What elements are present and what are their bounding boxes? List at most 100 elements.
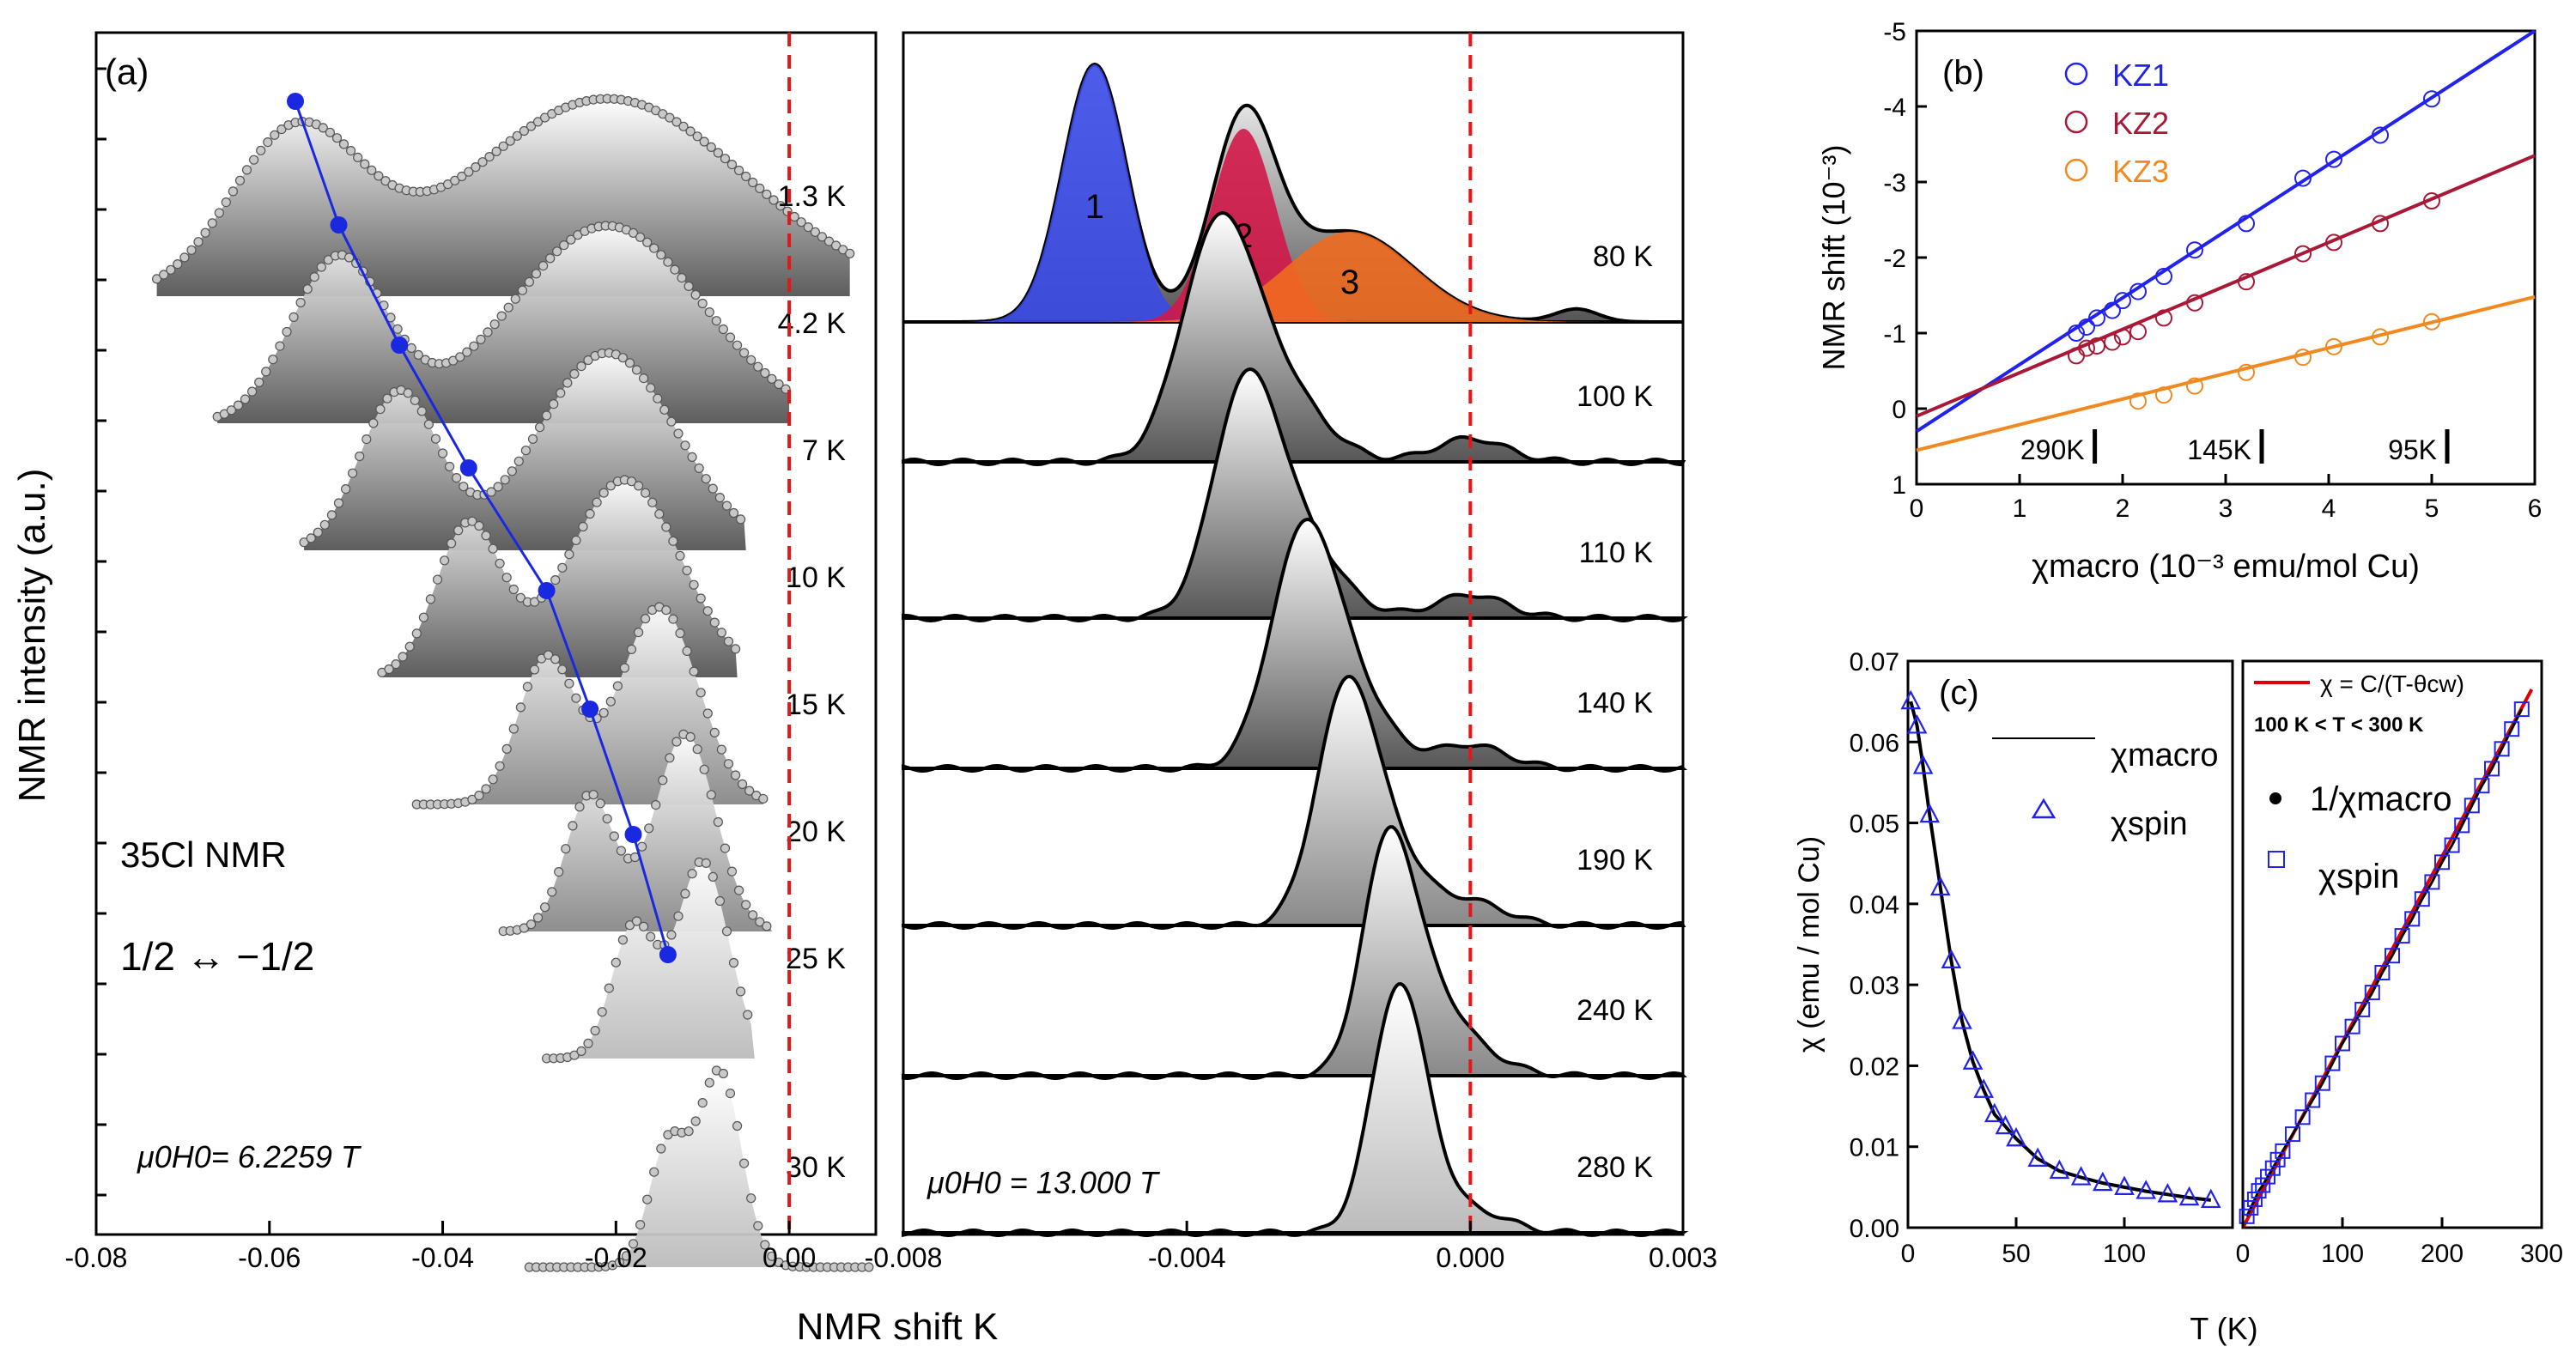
spectrum-point (621, 1251, 632, 1261)
spectrum-point (709, 617, 720, 628)
spectrum-point (493, 482, 503, 492)
y-tick-label: -2 (1883, 245, 1906, 273)
spectrum-point (564, 549, 574, 560)
spectrum-point (380, 176, 391, 186)
spectrum-point (682, 565, 692, 576)
spectrum-point (708, 483, 718, 494)
legend-label: KZ1 (2112, 58, 2169, 93)
spectrum-point (517, 285, 528, 295)
spectrum-point (432, 574, 443, 585)
temperature-label: 240 K (1577, 994, 1653, 1027)
chi-spin-square (2324, 1055, 2341, 1071)
data-point (2088, 309, 2105, 327)
spectrum-point (166, 264, 176, 275)
spectrum-point (568, 821, 578, 831)
x-tick-label: 0 (2236, 1240, 2251, 1268)
chi-spin-point (1995, 1114, 2016, 1135)
spectrum-point (233, 400, 244, 410)
spectrum-point (507, 466, 517, 476)
chi-spin-square (2335, 1035, 2350, 1052)
spectrum-point (746, 1193, 756, 1204)
spectrum-point (254, 377, 264, 387)
spectrum-point (716, 628, 727, 638)
spectrum-point (416, 406, 427, 416)
spectrum-point (519, 125, 530, 137)
spectrum-point (524, 276, 535, 287)
x-tick-label: 0 (1910, 494, 1924, 523)
y-axis-label-a: NMR intensity (a.u.) (11, 469, 53, 803)
spectrum-point (726, 160, 738, 170)
spectrum-point (489, 319, 500, 330)
x-tick-label: 200 (2421, 1240, 2464, 1268)
spectrum-point (725, 1088, 736, 1099)
spectrum-point (268, 355, 278, 365)
spectrum-point (501, 573, 512, 583)
spectrum-point (732, 1120, 743, 1131)
spectrum-point (418, 612, 428, 622)
chi-spin-point (1929, 876, 1951, 896)
spectrum-point (404, 641, 415, 652)
spectrum-point (696, 688, 706, 698)
spectrum-point (755, 183, 765, 193)
spectrum-point (556, 388, 566, 398)
spectrum-point (491, 146, 501, 156)
spectrum-point (671, 737, 682, 747)
spectrum-point (755, 917, 765, 927)
data-point (2294, 169, 2312, 187)
spectrum-point (640, 614, 651, 624)
chi-spin-point (2027, 1147, 2049, 1167)
spectrum-point (699, 137, 709, 147)
spectrum-point (673, 428, 683, 439)
spectrum-point (704, 307, 714, 318)
spectrum-point (718, 324, 729, 335)
spectrum-point (628, 228, 639, 238)
spectrum-fill (902, 825, 1687, 1081)
spectrum-point (323, 255, 333, 265)
y-tick-label: 1 (1892, 471, 1906, 500)
spectrum-point (316, 262, 326, 272)
spectrum-point (708, 871, 718, 883)
spectrum-point (673, 911, 683, 921)
spectrum-point (716, 744, 727, 755)
spectrum-point (671, 117, 682, 127)
spectrum-point (656, 250, 666, 260)
spectrum-point (474, 790, 484, 801)
spectrum-point (714, 895, 726, 907)
spectrum-point (495, 558, 505, 568)
spectrum-point (767, 1251, 777, 1261)
spectrum-point (484, 152, 495, 162)
spectrum-point (319, 519, 330, 530)
spectrum-point (687, 869, 697, 879)
spectrum-point (720, 154, 731, 164)
spectrum-point (711, 316, 722, 326)
legend-dot-marker (2269, 792, 2281, 804)
y-tick-label: 0.06 (1850, 729, 1899, 757)
spectrum-point (683, 1126, 694, 1137)
chi-spin-square (2513, 701, 2530, 718)
spectrum-point (760, 1240, 770, 1250)
spectrum-point (767, 373, 777, 384)
legend-label: 100 K < T < 300 K (2254, 713, 2424, 737)
spectrum-point (649, 1167, 659, 1177)
spectrum-point (701, 858, 711, 869)
data-point (2078, 339, 2095, 357)
spectrum-point (689, 579, 699, 590)
spectrum-point (483, 327, 493, 337)
spectrum-point (646, 383, 656, 393)
data-point (2372, 215, 2389, 233)
data-point (2129, 323, 2147, 341)
chi-spin-square (2305, 1092, 2321, 1108)
spectrum-point (425, 594, 435, 604)
temperature-label: 280 K (1577, 1151, 1653, 1184)
x-tick-label: 0 (1901, 1240, 1916, 1268)
chi-spin-square (2314, 1075, 2330, 1091)
spectrum-point (513, 456, 524, 466)
data-point (2088, 337, 2105, 355)
temperature-label: 80 K (1593, 240, 1653, 273)
spectrum-point (413, 349, 423, 360)
x-tick-label: -0.06 (238, 1242, 301, 1273)
x-tick-label: 6 (2528, 494, 2543, 523)
spectrum-point (346, 146, 356, 156)
spectrum-point (633, 627, 644, 638)
